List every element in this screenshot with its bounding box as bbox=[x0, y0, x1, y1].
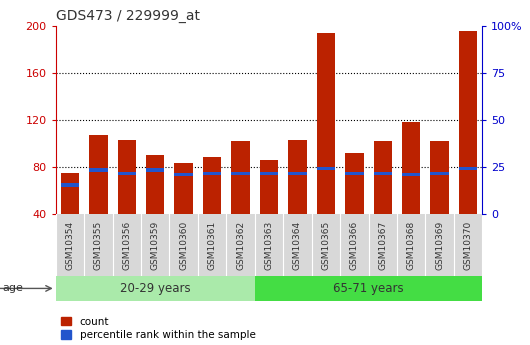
Bar bbox=[260, 160, 278, 214]
Bar bbox=[89, 168, 108, 171]
Text: age: age bbox=[3, 284, 23, 293]
Text: GSM10365: GSM10365 bbox=[321, 220, 330, 269]
Legend: count, percentile rank within the sample: count, percentile rank within the sample bbox=[61, 317, 255, 340]
Bar bbox=[345, 171, 364, 175]
Bar bbox=[146, 168, 164, 171]
Text: 65-71 years: 65-71 years bbox=[333, 282, 404, 295]
Bar bbox=[374, 141, 392, 214]
Bar bbox=[288, 140, 307, 214]
Bar bbox=[203, 157, 222, 214]
Bar bbox=[260, 171, 278, 175]
Text: GSM10359: GSM10359 bbox=[151, 220, 160, 269]
Text: GSM10355: GSM10355 bbox=[94, 220, 103, 269]
Bar bbox=[345, 153, 364, 214]
Bar bbox=[288, 171, 307, 175]
Bar bbox=[459, 167, 478, 170]
Bar bbox=[402, 122, 420, 214]
Text: GSM10362: GSM10362 bbox=[236, 220, 245, 269]
Bar bbox=[374, 171, 392, 175]
Text: GSM10363: GSM10363 bbox=[264, 220, 273, 269]
Bar bbox=[174, 173, 193, 176]
Bar bbox=[316, 33, 335, 214]
Text: 20-29 years: 20-29 years bbox=[120, 282, 190, 295]
Bar bbox=[60, 173, 79, 214]
Bar bbox=[402, 173, 420, 176]
Text: GSM10364: GSM10364 bbox=[293, 220, 302, 269]
Text: GSM10356: GSM10356 bbox=[122, 220, 131, 269]
Bar bbox=[231, 141, 250, 214]
Bar bbox=[174, 164, 193, 214]
Bar bbox=[459, 31, 478, 214]
Text: GSM10354: GSM10354 bbox=[65, 220, 74, 269]
Bar bbox=[255, 276, 482, 301]
Bar bbox=[56, 276, 255, 301]
Bar bbox=[118, 171, 136, 175]
Bar bbox=[203, 171, 222, 175]
Text: GSM10367: GSM10367 bbox=[378, 220, 387, 269]
Text: GSM10366: GSM10366 bbox=[350, 220, 359, 269]
Bar bbox=[430, 141, 449, 214]
Bar bbox=[118, 140, 136, 214]
Bar bbox=[89, 135, 108, 214]
Text: GSM10370: GSM10370 bbox=[464, 220, 473, 269]
Bar bbox=[146, 155, 164, 214]
Text: GSM10360: GSM10360 bbox=[179, 220, 188, 269]
Text: GDS473 / 229999_at: GDS473 / 229999_at bbox=[56, 9, 200, 23]
Bar bbox=[316, 167, 335, 170]
Bar bbox=[60, 183, 79, 187]
Text: GSM10368: GSM10368 bbox=[407, 220, 416, 269]
Text: GSM10369: GSM10369 bbox=[435, 220, 444, 269]
Bar bbox=[231, 171, 250, 175]
Text: GSM10361: GSM10361 bbox=[208, 220, 217, 269]
Bar bbox=[430, 171, 449, 175]
